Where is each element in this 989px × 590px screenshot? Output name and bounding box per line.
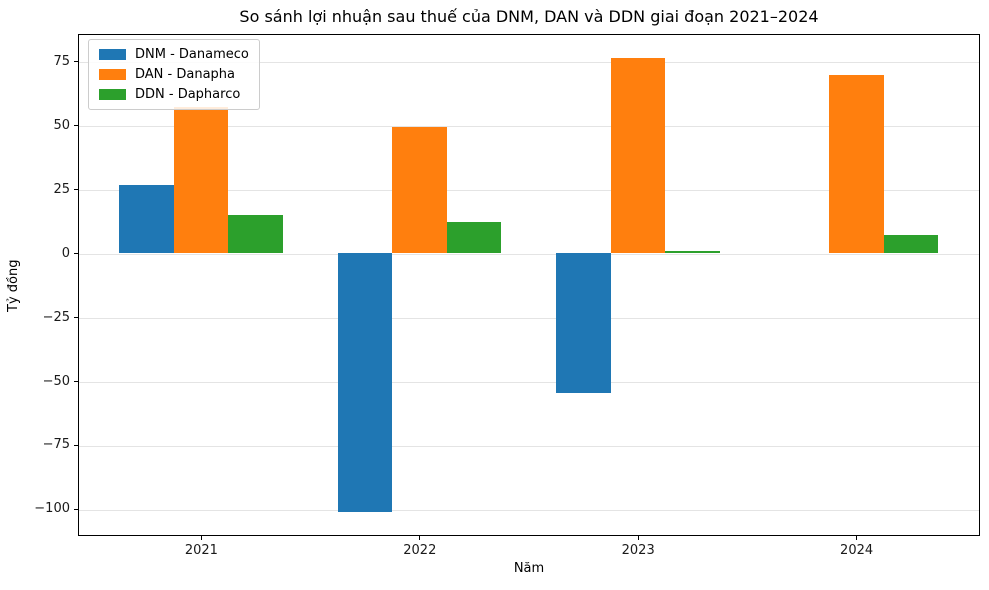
x-tick-2022 — [419, 536, 421, 540]
y-tick--25 — [74, 317, 78, 319]
bar-dnm-2021 — [119, 184, 174, 254]
bar-ddn-2021 — [228, 215, 284, 254]
bar-dnm-2022 — [337, 253, 393, 512]
gridline-y--50 — [79, 382, 979, 384]
gridline-y--100 — [79, 509, 979, 511]
legend-swatch-ddn-icon — [99, 89, 126, 100]
gridline-y-50 — [79, 126, 979, 128]
bar-dan-2023 — [610, 57, 666, 254]
bar-dnm-2023 — [556, 253, 611, 394]
bar-ddn-2023 — [665, 250, 720, 254]
x-tick-label-2023: 2023 — [621, 543, 655, 558]
gridline-y-0 — [79, 254, 979, 256]
gridline-y--25 — [79, 318, 979, 320]
chart-title: So sánh lợi nhuận sau thuế của DNM, DAN … — [239, 7, 819, 26]
y-tick-label-75: 75 — [53, 53, 70, 69]
legend-label-dan: DAN - Danapha — [135, 67, 235, 82]
legend-item-dnm: DNM - Danameco — [99, 47, 249, 62]
y-tick-label-50: 50 — [53, 117, 70, 133]
bar-ddn-2022 — [446, 222, 502, 254]
bar-dan-2024 — [829, 75, 884, 254]
y-tick--100 — [74, 508, 78, 510]
legend-label-ddn: DDN - Dapharco — [135, 87, 241, 102]
y-tick-label-0: 0 — [61, 245, 70, 261]
legend-item-ddn: DDN - Dapharco — [99, 87, 249, 102]
bar-ddn-2024 — [883, 234, 939, 254]
y-tick-label--25: −25 — [42, 309, 70, 325]
y-tick-50 — [74, 125, 78, 127]
y-tick-label--100: −100 — [34, 501, 70, 517]
gridline-y--75 — [79, 445, 979, 447]
y-tick-0 — [74, 253, 78, 255]
legend-swatch-dnm-icon — [99, 49, 126, 60]
x-axis-label: Năm — [513, 561, 545, 576]
x-tick-2024 — [856, 536, 858, 540]
y-tick-label--50: −50 — [42, 373, 70, 389]
gridline-y-25 — [79, 190, 979, 192]
bar-dan-2022 — [392, 127, 447, 254]
legend-swatch-dan-icon — [99, 69, 126, 80]
plot-area: DNM - Danameco DAN - Danapha DDN - Dapharc… — [78, 34, 980, 536]
y-tick-25 — [74, 189, 78, 191]
y-tick--75 — [74, 444, 78, 447]
legend-item-dan: DAN - Danapha — [99, 67, 249, 82]
x-tick-2021 — [200, 536, 202, 540]
gridline-y-75 — [79, 62, 979, 64]
y-tick-label-25: 25 — [53, 181, 70, 197]
x-tick-label-2024: 2024 — [840, 543, 874, 558]
y-tick-label--75: −75 — [42, 437, 70, 453]
legend: DNM - Danameco DAN - Danapha DDN - Dapharc… — [88, 39, 260, 110]
y-tick--50 — [74, 380, 78, 383]
x-tick-label-2021: 2021 — [184, 543, 218, 558]
legend-label-dnm: DNM - Danameco — [135, 47, 249, 62]
x-tick-label-2022: 2022 — [403, 543, 437, 558]
y-tick-75 — [74, 61, 78, 63]
bar-dan-2021 — [173, 107, 229, 254]
x-tick-2023 — [637, 536, 639, 540]
